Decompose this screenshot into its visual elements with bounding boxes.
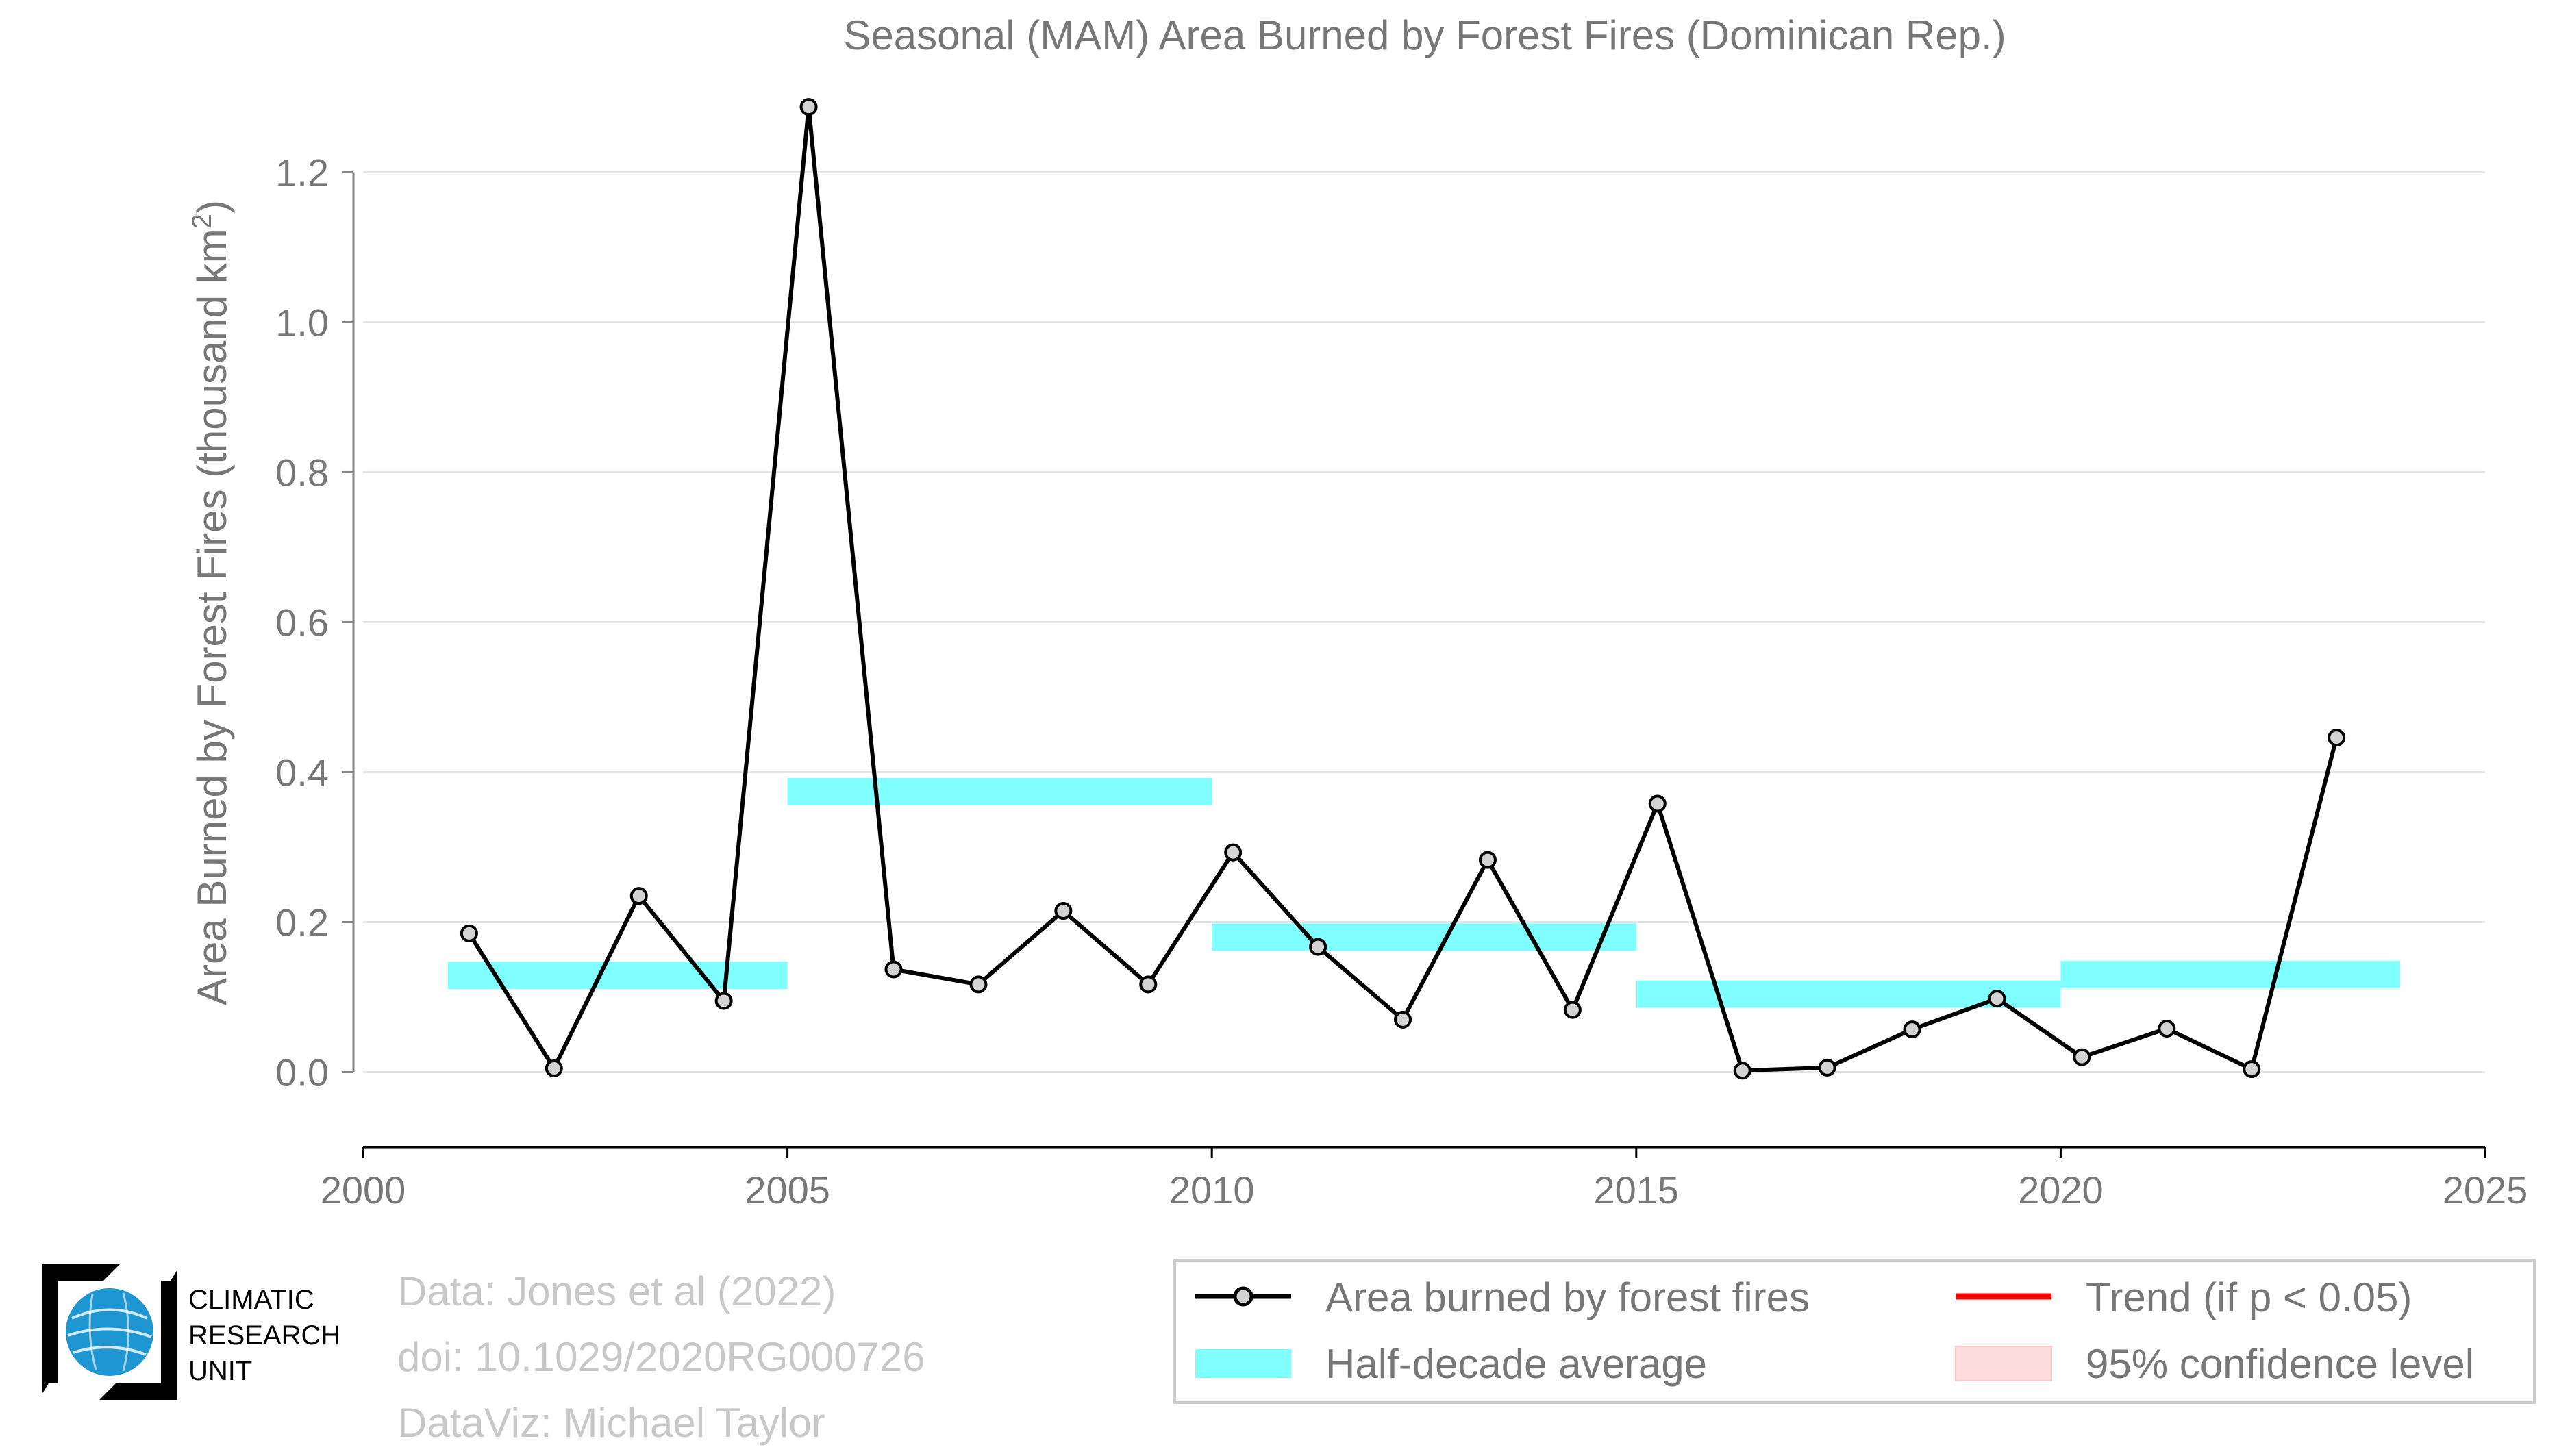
x-tick-label: 2010 [1169,1168,1255,1212]
half-decade-band [1212,923,1636,951]
y-axis-label-main: Area Burned by Forest Fires (thousand km [189,229,235,1005]
legend-swatch-marker [1233,1286,1253,1307]
x-tick-label: 2000 [321,1168,406,1212]
credit-data: Data: Jones et al (2022) [397,1268,836,1314]
y-tick-label: 1.0 [275,301,329,344]
x-tick-label: 2015 [1594,1168,1680,1212]
logo-line-1: CLIMATIC [188,1285,314,1315]
y-tick-label: 0.0 [275,1051,329,1094]
data-point [1563,1001,1582,1019]
legend-label-confidence: 95% confidence level [2086,1341,2474,1387]
legend-swatch-confidence [1955,1346,2052,1381]
data-point [1394,1010,1412,1029]
y-tick-label: 0.8 [275,451,329,494]
logo-line-3: UNIT [188,1356,253,1386]
data-point [2328,729,2346,747]
globe-icon [42,1264,177,1400]
data-point [1733,1062,1751,1080]
data-point [969,975,988,994]
legend-label-half-decade: Half-decade average [1325,1341,1707,1387]
data-point [1309,938,1327,956]
data-point [714,992,733,1010]
credit-doi: doi: 10.1029/2020RG000726 [397,1334,925,1380]
y-tick-label: 0.4 [275,751,329,794]
axes: 0.0 0.2 0.4 0.6 0.8 1.0 1.2 2000 2005 2010 2015 202… [275,151,2528,1212]
legend-item-area-burned: Area burned by forest fires [1195,1275,1810,1320]
credit-dataviz: DataViz: Michael Taylor [397,1400,825,1446]
half-decade-band [2060,961,2401,989]
legend-swatch-band [1195,1349,1291,1378]
data-point [545,1059,563,1078]
data-point [1224,843,1243,862]
y-tick-label: 0.6 [275,601,329,644]
data-point [629,887,648,905]
data-point [2158,1019,2176,1038]
chart-title: Seasonal (MAM) Area Burned by Forest Fir… [843,12,2006,58]
x-tick-label: 2020 [2018,1168,2104,1212]
y-axis-label: Area Burned by Forest Fires (thousand km… [187,200,235,1005]
legend: Area burned by forest fires Trend (if p … [1173,1259,2536,1404]
x-tick-label: 2005 [745,1168,830,1212]
gridlines [363,171,2485,1073]
data-point [1903,1020,1921,1039]
series-markers [460,98,2346,1080]
data-point [1478,851,1497,869]
y-tick-label: 0.2 [275,901,329,944]
legend-item-half-decade: Half-decade average [1195,1341,1707,1387]
data-point [1139,975,1158,994]
half-decade-band [447,962,788,990]
data-point [1054,902,1073,920]
legend-label-trend: Trend (if p < 0.05) [2086,1275,2412,1320]
y-axis-label-sup: 2 [187,214,217,229]
data-point [2073,1048,2091,1066]
legend-label-area-burned: Area burned by forest fires [1325,1275,1810,1320]
y-axis-label-close: ) [189,200,235,214]
half-decade-band [787,777,1212,805]
data-point [799,98,818,116]
logo-line-2: RESEARCH [188,1320,341,1351]
legend-item-trend: Trend (if p < 0.05) [1956,1275,2412,1320]
cru-logo: CLIMATIC RESEARCH UNIT [38,1260,360,1404]
data-point [1988,990,2006,1008]
x-tick-label: 2025 [2443,1168,2528,1212]
data-point [884,960,903,979]
credits: Data: Jones et al (2022) doi: 10.1029/20… [397,1259,925,1456]
data-point [2243,1060,2261,1079]
legend-frame [1173,1259,2536,1404]
legend-item-confidence: 95% confidence level [1955,1341,2474,1387]
data-point [460,924,478,942]
data-point [1648,794,1667,813]
y-tick-label: 1.2 [275,151,329,194]
data-point [1818,1058,1836,1077]
